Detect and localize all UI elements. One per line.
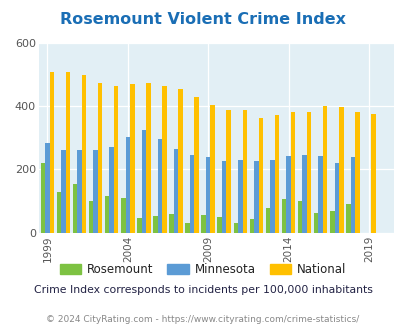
Legend: Rosemount, Minnesota, National: Rosemount, Minnesota, National [55,258,350,281]
Bar [254,161,258,233]
Bar [334,163,338,233]
Bar [40,163,45,233]
Bar [318,156,322,233]
Bar [237,160,242,233]
Bar [190,154,194,233]
Bar [72,183,77,233]
Bar [185,222,190,233]
Bar [210,105,214,233]
Bar [57,191,61,233]
Bar [157,139,162,233]
Text: Crime Index corresponds to incidents per 100,000 inhabitants: Crime Index corresponds to incidents per… [34,285,371,295]
Text: © 2024 CityRating.com - https://www.cityrating.com/crime-statistics/: © 2024 CityRating.com - https://www.city… [46,315,359,324]
Bar [77,150,82,233]
Bar [302,155,306,233]
Bar [173,149,178,233]
Bar [89,201,93,233]
Bar [61,150,66,233]
Bar [66,72,70,233]
Bar [270,160,274,233]
Bar [49,72,54,233]
Bar [322,107,326,233]
Bar [137,218,141,233]
Bar [162,86,166,233]
Bar [222,161,226,233]
Bar [45,143,49,233]
Bar [93,150,98,233]
Bar [201,215,205,233]
Bar [274,115,279,233]
Bar [121,198,125,233]
Bar [226,110,230,233]
Bar [249,219,254,233]
Bar [82,75,86,233]
Bar [265,208,270,233]
Bar [109,147,114,233]
Bar [281,199,286,233]
Bar [350,157,354,233]
Bar [146,83,150,233]
Bar [306,112,311,233]
Bar [169,214,173,233]
Bar [217,217,222,233]
Bar [141,130,146,233]
Bar [205,157,210,233]
Bar [258,118,262,233]
Bar [233,223,237,233]
Bar [98,83,102,233]
Bar [130,84,134,233]
Bar [313,213,318,233]
Bar [242,110,247,233]
Bar [329,211,334,233]
Bar [178,89,182,233]
Bar [114,85,118,233]
Bar [194,97,198,233]
Bar [354,112,359,233]
Bar [286,156,290,233]
Bar [345,204,350,233]
Bar [105,196,109,233]
Bar [297,201,302,233]
Bar [370,114,375,233]
Bar [338,108,343,233]
Bar [153,216,157,233]
Bar [290,112,294,233]
Bar [125,137,130,233]
Text: Rosemount Violent Crime Index: Rosemount Violent Crime Index [60,12,345,26]
